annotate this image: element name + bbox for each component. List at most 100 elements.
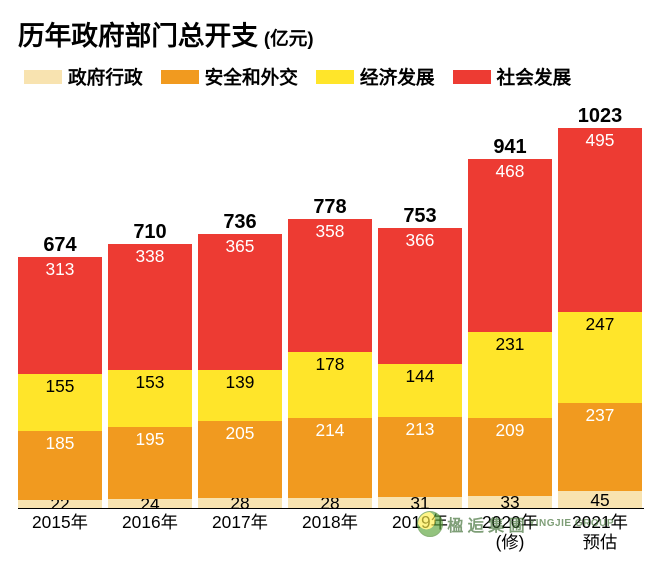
watermark-text-en: YINGJIE GROUP — [529, 518, 614, 529]
legend-label-economy: 经济发展 — [360, 63, 435, 90]
bar-segment-value: 237 — [586, 403, 615, 426]
bar-segment-social: 358 — [288, 219, 372, 352]
bar-segment-admin: 28 — [288, 498, 372, 508]
bar-column: 674 22185 155 313 — [18, 234, 102, 508]
bar-stack: 31 213 144 366 — [378, 228, 462, 508]
bar-stack: 33 209 231468 — [468, 159, 552, 509]
legend-swatch-security — [161, 70, 199, 84]
bar-stack: 28 214 178 358 — [288, 219, 372, 508]
legend-swatch-admin — [24, 70, 62, 84]
bar-segment-admin: 31 — [378, 497, 462, 509]
bar-column: 753 31 213 144 366 — [378, 205, 462, 508]
bar-segment-security: 213 — [378, 417, 462, 496]
legend-swatch-economy — [316, 70, 354, 84]
bar-segment-economy: 144 — [378, 364, 462, 417]
bar-segment-value: 358 — [316, 219, 345, 242]
bar-segment-economy: 139 — [198, 370, 282, 422]
bar-segment-value: 178 — [316, 352, 345, 375]
legend-item-admin: 政府行政 — [24, 63, 143, 90]
watermark-logo-icon — [417, 511, 443, 537]
bar-segment-value: 155 — [46, 374, 75, 397]
chart-container: 历年政府部门总开支 (亿元) 政府行政安全和外交经济发展社会发展 6742218… — [18, 14, 644, 553]
bar-segment-value: 209 — [496, 418, 525, 441]
bar-segment-economy: 247 — [558, 312, 642, 404]
bar-segment-social: 495 — [558, 128, 642, 312]
bar-stack: 22185 155 313 — [18, 257, 102, 508]
x-axis-label: 2018年 — [288, 509, 372, 553]
bar-stack: 24 195 153 338 — [108, 244, 192, 508]
bar-segment-admin: 33 — [468, 496, 552, 508]
bar-segment-value: 28 — [320, 498, 339, 508]
chart-area: 674 22185 155 313 710 24 195 153 338 736 28 205 139 3… — [18, 98, 644, 508]
bar-segment-security: 205 — [198, 421, 282, 497]
bar-segment-social: 338 — [108, 244, 192, 370]
bar-segment-security: 214 — [288, 418, 372, 497]
bar-total-label: 736 — [223, 211, 256, 234]
bar-total-label: 710 — [133, 221, 166, 244]
bar-segment-admin: 22 — [18, 500, 102, 508]
bar-segment-value: 144 — [406, 364, 435, 387]
bar-segment-social: 365 — [198, 234, 282, 370]
bar-stack: 28 205 139 365 — [198, 234, 282, 508]
bar-column: 710 24 195 153 338 — [108, 221, 192, 508]
bar-segment-economy: 231 — [468, 332, 552, 418]
bar-column: 941 33 209 231468 — [468, 136, 552, 509]
bar-total-label: 1023 — [578, 105, 623, 128]
bar-segment-value: 495 — [586, 128, 615, 151]
bar-segment-value: 24 — [140, 499, 159, 508]
bar-segment-value: 33 — [500, 496, 519, 508]
bar-segment-security: 209 — [468, 418, 552, 496]
bar-segment-value: 213 — [406, 417, 435, 440]
bar-total-label: 941 — [493, 136, 526, 159]
bar-segment-value: 31 — [410, 497, 429, 509]
bar-segment-value: 195 — [136, 427, 165, 450]
legend-item-social: 社会发展 — [453, 63, 572, 90]
bar-segment-value: 247 — [586, 312, 615, 335]
bar-segment-social: 468 — [468, 159, 552, 333]
bar-segment-value: 45 — [590, 491, 609, 508]
watermark: 楹 逅 集 圃 YINGJIE GROUP — [417, 511, 614, 537]
bar-segment-economy: 155 — [18, 374, 102, 432]
bar-segment-social: 313 — [18, 257, 102, 373]
bar-segment-value: 214 — [316, 418, 345, 441]
title-row: 历年政府部门总开支 (亿元) — [18, 14, 644, 53]
x-axis-label: 2015年 — [18, 509, 102, 553]
bar-segment-admin: 24 — [108, 499, 192, 508]
bar-segment-value: 205 — [226, 421, 255, 444]
bar-total-label: 753 — [403, 205, 436, 228]
legend-item-economy: 经济发展 — [316, 63, 435, 90]
bar-segment-value: 365 — [226, 234, 255, 257]
bar-column: 1023 45 237 247 495 — [558, 105, 642, 508]
x-axis-label: 2016年 — [108, 509, 192, 553]
bar-segment-value: 231 — [496, 332, 525, 355]
bar-segment-value: 338 — [136, 244, 165, 267]
chart-title-unit: (亿元) — [264, 24, 314, 51]
bar-segment-economy: 178 — [288, 352, 372, 418]
bar-stack: 45 237 247 495 — [558, 128, 642, 508]
bar-segment-value: 153 — [136, 370, 165, 393]
bar-segment-value: 22 — [50, 500, 69, 508]
bar-total-label: 674 — [43, 234, 76, 257]
bar-segment-admin: 45 — [558, 491, 642, 508]
x-axis-label: 2017年 — [198, 509, 282, 553]
bar-segment-value: 28 — [230, 498, 249, 508]
legend-swatch-social — [453, 70, 491, 84]
legend-item-security: 安全和外交 — [161, 63, 298, 90]
legend-label-security: 安全和外交 — [205, 63, 298, 90]
bar-segment-economy: 153 — [108, 370, 192, 427]
bar-segment-value: 139 — [226, 370, 255, 393]
watermark-text-cn: 楹 逅 集 圃 — [447, 512, 524, 536]
bar-segment-security: 237 — [558, 403, 642, 491]
bar-segment-admin: 28 — [198, 498, 282, 508]
chart-title: 历年政府部门总开支 — [18, 14, 258, 53]
bar-segment-social: 366 — [378, 228, 462, 364]
legend-label-admin: 政府行政 — [68, 63, 143, 90]
bar-column: 778 28 214 178 358 — [288, 196, 372, 508]
bar-column: 736 28 205 139 365 — [198, 211, 282, 508]
bar-segment-value: 313 — [46, 257, 75, 280]
legend-label-social: 社会发展 — [497, 63, 572, 90]
bar-segment-value: 366 — [406, 228, 435, 251]
bar-segment-security: 185 — [18, 431, 102, 500]
bar-total-label: 778 — [313, 196, 346, 219]
bar-segment-security: 195 — [108, 427, 192, 499]
